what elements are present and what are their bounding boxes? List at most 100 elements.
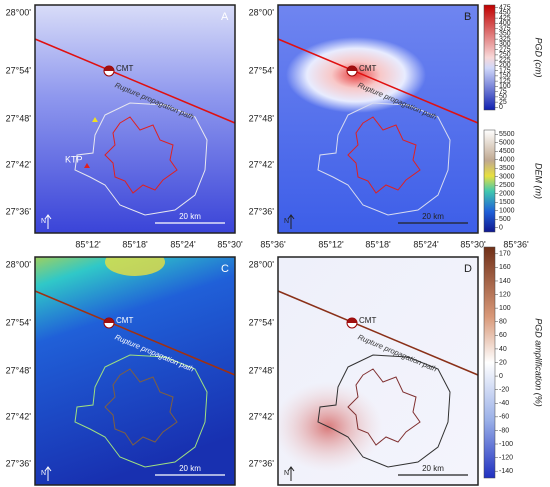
colorbar xyxy=(483,246,496,479)
rupture-line xyxy=(278,290,478,376)
colorbar-tick-label: 175 xyxy=(499,67,511,74)
lat-label: 27°54' xyxy=(6,65,32,75)
lon-label: 85°18' xyxy=(122,239,148,249)
colorbar-tick-label: 200 xyxy=(499,62,511,69)
ktp-marker xyxy=(84,163,90,168)
north-label: N xyxy=(284,470,289,477)
panel-letter: D xyxy=(464,263,472,275)
panel-letter: B xyxy=(464,11,471,23)
pgd-hotspot xyxy=(286,37,426,113)
colorbar-tick-label: 140 xyxy=(499,278,511,285)
colorbar-tick-label: 400 xyxy=(499,20,511,27)
scale-label: 20 km xyxy=(179,464,201,473)
cmt-beachball xyxy=(347,318,357,323)
map-frame xyxy=(34,4,236,234)
colorbar-tick-label: 500 xyxy=(499,216,511,223)
colorbar-title: PGD (cm) xyxy=(534,38,544,78)
lat-label: 27°54' xyxy=(6,317,32,327)
colorbar-tick-label: 120 xyxy=(499,291,511,298)
colorbar xyxy=(483,4,496,111)
colorbar-tick-label: 275 xyxy=(499,46,511,53)
map-frame xyxy=(277,256,479,486)
lon-label: 85°18' xyxy=(365,239,391,249)
cmt-label: CMT xyxy=(116,316,133,325)
map-background xyxy=(35,5,235,233)
colorbar-tick-label: 5500 xyxy=(499,131,515,138)
lon-label: 85°24' xyxy=(170,239,196,249)
colorbar-tick-label: 325 xyxy=(499,36,511,43)
city-outline xyxy=(104,368,178,446)
lat-label: 27°54' xyxy=(249,65,275,75)
colorbar-tick-label: 100 xyxy=(499,305,511,312)
lat-label: 28°00' xyxy=(249,7,275,17)
colorbar-tick-label: 0 xyxy=(499,225,503,232)
north-label: N xyxy=(41,470,46,477)
valley-outline xyxy=(317,102,451,216)
station-marker xyxy=(92,117,98,122)
lon-label: 85°36' xyxy=(260,239,286,249)
colorbar-tick-label: -60 xyxy=(499,414,509,421)
lat-label: 27°42' xyxy=(249,411,275,421)
colorbar-tick-label: 75 xyxy=(499,88,507,95)
lat-label: 27°48' xyxy=(249,365,275,375)
lon-label: 85°30' xyxy=(217,239,243,249)
map-frame xyxy=(34,256,236,486)
colorbar-tick-label: -40 xyxy=(499,400,509,407)
scale-label: 20 km xyxy=(179,212,201,221)
ktp-label: KTP xyxy=(65,154,83,164)
colorbar-tick-label: 225 xyxy=(499,57,511,64)
colorbar-tick-label: 3500 xyxy=(499,165,515,172)
colorbar-title: PGD amplification (%) xyxy=(534,318,544,407)
colorbar-tick-label: -140 xyxy=(499,468,513,475)
lat-label: 28°00' xyxy=(6,259,32,269)
lat-label: 27°36' xyxy=(249,458,275,468)
colorbar-tick-label: 2000 xyxy=(499,191,515,198)
lat-label: 27°42' xyxy=(6,159,32,169)
colorbars: 4754504254003753503253002752502252001751… xyxy=(483,4,544,479)
city-outline xyxy=(104,116,178,194)
colorbar-tick-label: 100 xyxy=(499,83,511,90)
colorbar-tick-label: 475 xyxy=(499,4,511,11)
cmt-label: CMT xyxy=(359,316,376,325)
colorbar-tick-label: 60 xyxy=(499,332,507,339)
colorbar-tick-label: -120 xyxy=(499,454,513,461)
colorbar-tick-label: 125 xyxy=(499,78,511,85)
lat-label: 27°36' xyxy=(6,206,32,216)
rupture-line xyxy=(35,290,235,376)
colorbar-tick-label: 0 xyxy=(499,373,503,380)
colorbar-tick-label: 350 xyxy=(499,31,511,38)
north-arrow xyxy=(287,466,295,481)
colorbar-tick-label: 20 xyxy=(499,359,507,366)
colorbar-tick-label: 425 xyxy=(499,15,511,22)
colorbar-tick-label: 1500 xyxy=(499,199,515,206)
amplification-zone xyxy=(278,382,383,472)
map-background xyxy=(35,257,235,485)
colorbar-tick-label: 150 xyxy=(499,73,511,80)
colorbar-tick-label: 160 xyxy=(499,264,511,271)
lon-label: 85°12' xyxy=(75,239,101,249)
lat-label: 27°36' xyxy=(249,206,275,216)
panel-letter: C xyxy=(221,263,229,275)
colorbar-tick-label: 1000 xyxy=(499,208,515,215)
colorbar-title: DEM (m) xyxy=(534,163,544,199)
colorbar-tick-label: 5000 xyxy=(499,140,515,147)
lat-label: 27°48' xyxy=(6,113,32,123)
north-label: N xyxy=(41,218,46,225)
colorbar-tick-label: 2500 xyxy=(499,182,515,189)
rupture-line xyxy=(35,38,235,124)
colorbar-tick-label: 450 xyxy=(499,10,511,17)
high-terrain xyxy=(105,257,165,276)
lat-label: 27°42' xyxy=(249,159,275,169)
colorbar-tick-label: 0 xyxy=(499,104,503,111)
lat-label: 27°42' xyxy=(6,411,32,421)
scale-label: 20 km xyxy=(422,212,444,221)
cmt-label: CMT xyxy=(116,64,133,73)
rupture-line xyxy=(278,38,478,124)
